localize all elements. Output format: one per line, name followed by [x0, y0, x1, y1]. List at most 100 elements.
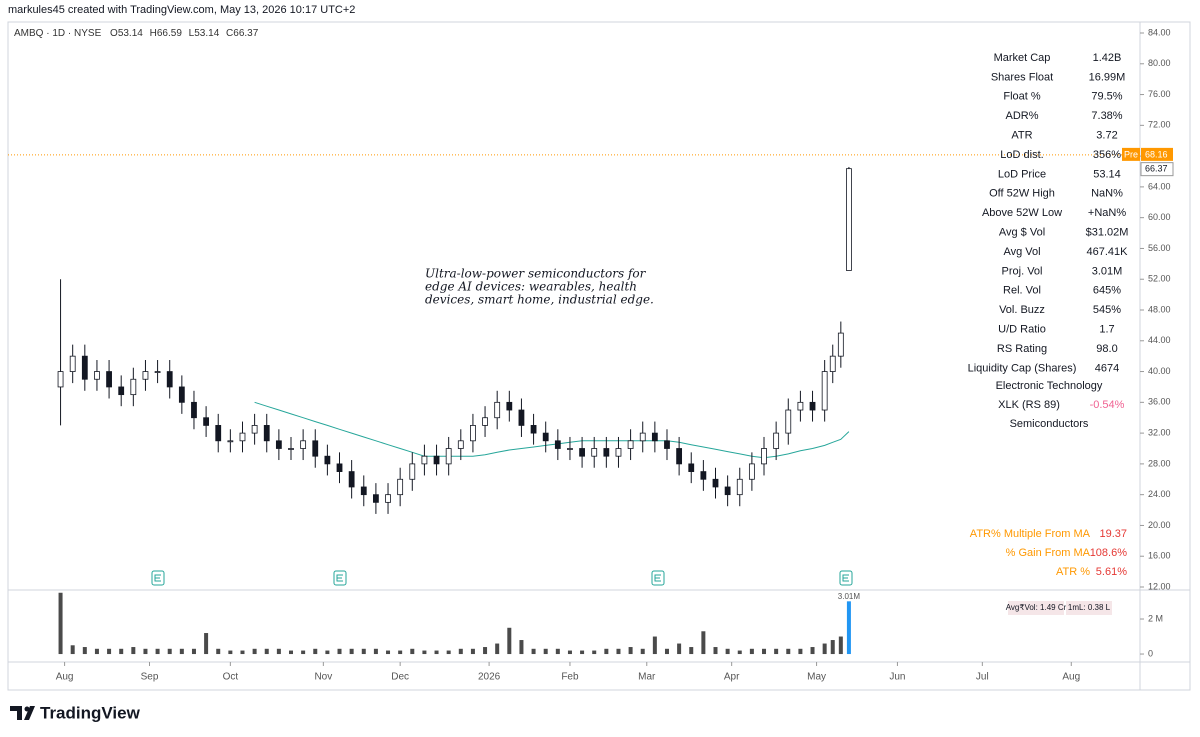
volume-bar	[386, 650, 391, 655]
stat-value: 7.38%	[1091, 110, 1122, 122]
stat-label: ADR%	[1005, 110, 1038, 122]
xlk-label: XLK (RS 89)	[998, 399, 1060, 411]
candle-body	[312, 440, 319, 457]
annotation: edge AI devices: wearables, health	[425, 280, 637, 294]
y-tick-label: 48.00	[1148, 304, 1171, 314]
candle-body	[761, 448, 767, 465]
volume-bar	[179, 648, 184, 655]
volume-bar	[555, 648, 560, 655]
stat-value: 1.42B	[1093, 52, 1122, 64]
ma-stat-label: % Gain From MA	[1006, 547, 1091, 559]
candle-body	[288, 448, 294, 450]
stat-label: Liquidity Cap (Shares)	[968, 362, 1077, 374]
volume-badge-box	[1066, 601, 1112, 615]
y-tick-label: 64.00	[1148, 181, 1171, 191]
volume-bar	[58, 592, 63, 655]
x-tick-label: Sep	[141, 672, 159, 683]
y-tick-label: 24.00	[1148, 489, 1171, 499]
candle-body	[700, 471, 707, 480]
ohlc-label: L	[189, 28, 195, 39]
x-tick-label: May	[807, 672, 826, 683]
earnings-glyph	[154, 574, 849, 582]
stat-value: 98.0	[1096, 343, 1117, 355]
volume-bar	[131, 647, 136, 655]
volume-tick-label: 2 M	[1148, 613, 1163, 623]
volume-badge: Avg₹Vol: 1.49 Cr	[1006, 603, 1067, 612]
candle-body	[142, 371, 149, 380]
brand: TradingView	[40, 703, 141, 722]
candle-body	[639, 432, 646, 442]
x-tick-label: Aug	[1062, 672, 1080, 683]
candle-body	[263, 425, 270, 442]
candle-body	[203, 417, 210, 426]
stat-value: 4674	[1095, 362, 1119, 374]
volume-bar	[798, 648, 803, 655]
candle-body	[797, 401, 804, 411]
volume-bar	[94, 648, 99, 655]
volume-bar	[289, 650, 293, 655]
stat-label: ATR	[1011, 130, 1032, 142]
volume-bar	[774, 648, 779, 655]
volume-bar	[167, 648, 172, 655]
y-tick-label: 16.00	[1148, 551, 1171, 561]
volume-bar	[107, 648, 112, 655]
volume-bar	[830, 640, 835, 655]
x-tick-label: Mar	[638, 672, 656, 683]
ma-stat-label: ATR% Multiple From MA	[970, 528, 1091, 540]
stat-value: 1.7	[1099, 324, 1114, 336]
candle-body	[542, 432, 549, 442]
stat-label: Vol. Buzz	[999, 304, 1045, 316]
stat-label: LoD Price	[998, 168, 1046, 180]
candle-body	[191, 401, 197, 419]
stat-value: 356%	[1093, 149, 1121, 161]
volume-bar	[543, 648, 548, 655]
candle-body	[130, 378, 137, 396]
candle-body	[506, 401, 513, 411]
y-tick-label: 36.00	[1148, 397, 1171, 407]
candle-body	[421, 455, 428, 465]
stat-value: 3.72	[1096, 130, 1117, 142]
last-price: 66.37	[1145, 164, 1168, 174]
stat-label: Market Cap	[994, 52, 1051, 64]
stat-value: NaN%	[1091, 188, 1123, 200]
volume-bar	[458, 648, 463, 655]
candle-body	[372, 494, 379, 503]
candle-body	[81, 355, 88, 380]
ohlc-value: 53.14	[118, 28, 143, 39]
volume-bar	[507, 627, 512, 655]
candle-body	[106, 371, 112, 388]
candle-body	[567, 448, 573, 450]
candle-body	[591, 448, 598, 457]
volume-bar	[762, 648, 767, 655]
volume-bar	[640, 648, 645, 655]
candle-body	[166, 371, 173, 388]
volume-badge-box	[1008, 601, 1064, 615]
y-tick-label: 84.00	[1148, 27, 1171, 37]
y-tick-label: 40.00	[1148, 366, 1171, 376]
volume-tick-label: 0	[1148, 648, 1153, 658]
candle-body	[651, 432, 658, 442]
candle-body	[530, 425, 537, 434]
candle-body	[348, 471, 355, 488]
volume-bar	[240, 650, 245, 655]
volume-bar	[749, 648, 754, 655]
stat-label: LoD dist.	[1000, 149, 1043, 161]
pre-price: 68.16	[1145, 149, 1168, 159]
candle-body	[57, 371, 64, 388]
stat-label: Proj. Vol	[1002, 265, 1043, 277]
x-tick-label: 2026	[478, 672, 501, 683]
candle-body	[829, 355, 836, 372]
volume-bar	[664, 648, 669, 655]
volume-bar	[483, 647, 488, 655]
ohlc-value: 53.14	[194, 28, 219, 39]
y-tick-label: 80.00	[1148, 58, 1171, 68]
annotation: devices, smart home, industrial edge.	[425, 293, 654, 307]
volume-bar	[580, 650, 585, 655]
x-tick-label: Aug	[56, 672, 74, 683]
candle-body	[785, 409, 792, 434]
stat-label: Float %	[1003, 91, 1041, 103]
volume-bar	[373, 648, 378, 655]
volume-bar	[822, 643, 827, 655]
stat-value: 53.14	[1093, 168, 1121, 180]
